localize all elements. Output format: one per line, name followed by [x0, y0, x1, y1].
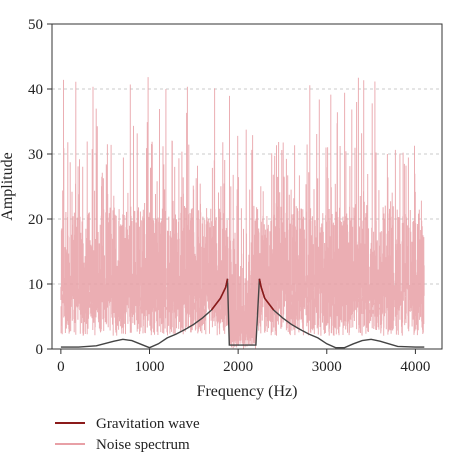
x-axis-title: Frequency (Hz)	[197, 383, 298, 400]
x-tick-label: 3000	[312, 359, 342, 375]
y-tick-label: 50	[28, 17, 43, 33]
plot-frame	[51, 23, 443, 350]
x-tick-label: 1000	[135, 359, 165, 375]
x-tick-label: 2000	[223, 359, 253, 375]
axis-ticks: 0 10 20 30 40 50 0 1000 2000 3000 4000	[28, 17, 430, 375]
noise-spectrum-line	[60, 77, 425, 349]
gravitation-wave-line	[60, 278, 425, 349]
gravitation-wave-chirp	[210, 278, 229, 311]
legend-label-gravitation-wave: Gravitation wave	[96, 416, 200, 432]
x-tick-label: 0	[57, 359, 65, 375]
x-tick-label: 4000	[400, 359, 430, 375]
legend: Gravitation wave Noise spectrum	[55, 416, 200, 453]
y-axis-title: Amplitude	[0, 152, 16, 220]
y-tick-label: 20	[28, 212, 43, 228]
gravitation-wave-series	[60, 278, 425, 349]
y-tick-label: 10	[28, 277, 43, 293]
y-tick-label: 30	[28, 147, 43, 163]
gravitation-wave-chirp	[258, 278, 275, 311]
legend-label-noise-spectrum: Noise spectrum	[96, 437, 190, 453]
y-tick-label: 0	[36, 342, 44, 358]
noise-spectrum-series	[60, 77, 425, 349]
y-tick-label: 40	[28, 82, 43, 98]
